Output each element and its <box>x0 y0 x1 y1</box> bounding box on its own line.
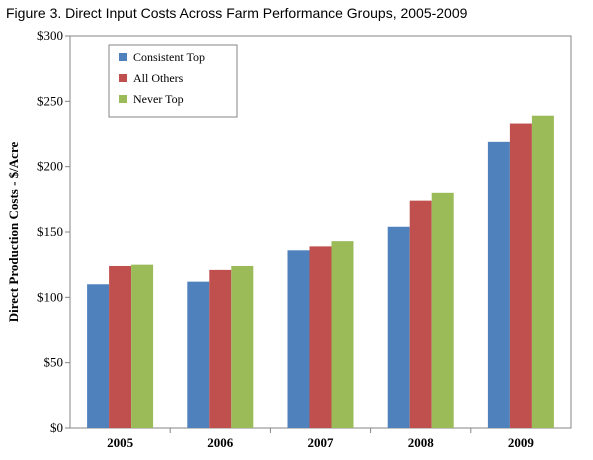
y-axis-title: Direct Production Costs - $/Acre <box>6 142 21 323</box>
legend-swatch-consistent-top <box>119 53 127 61</box>
bar-never-top-2008 <box>431 192 454 428</box>
legend-label: All Others <box>133 71 184 85</box>
bar-never-top-2007 <box>331 241 354 428</box>
x-tick-label: 2006 <box>207 435 234 450</box>
legend-label: Never Top <box>133 92 184 106</box>
bar-never-top-2009 <box>531 115 554 428</box>
y-tick-label: $0 <box>50 420 63 435</box>
bar-never-top-2006 <box>231 265 254 428</box>
legend-swatch-never-top <box>119 95 127 103</box>
bar-consistent-top-2007 <box>287 250 310 428</box>
x-tick-label: 2007 <box>308 435 335 450</box>
bar-never-top-2005 <box>131 264 154 428</box>
bar-all-others-2005 <box>109 265 132 428</box>
y-tick-label: $250 <box>37 93 63 108</box>
x-tick-label: 2009 <box>508 435 535 450</box>
bar-consistent-top-2009 <box>487 141 510 428</box>
y-tick-label: $100 <box>37 289 63 304</box>
x-tick-label: 2008 <box>408 435 435 450</box>
legend-label: Consistent Top <box>133 50 205 64</box>
legend-box <box>108 44 238 118</box>
bar-all-others-2009 <box>509 123 532 429</box>
bar-all-others-2007 <box>309 246 332 428</box>
legend-swatch-all-others <box>119 74 127 82</box>
y-tick-label: $300 <box>37 28 63 43</box>
x-tick-label: 2005 <box>107 435 134 450</box>
bar-consistent-top-2005 <box>87 284 110 428</box>
y-tick-label: $150 <box>37 224 63 239</box>
y-tick-label: $200 <box>37 159 63 174</box>
y-tick-label: $50 <box>44 355 64 370</box>
bar-consistent-top-2008 <box>387 226 410 428</box>
figure-title: Figure 3. Direct Input Costs Across Farm… <box>6 5 468 21</box>
bar-all-others-2006 <box>209 269 232 428</box>
bar-consistent-top-2006 <box>187 281 210 428</box>
bar-all-others-2008 <box>409 200 432 428</box>
